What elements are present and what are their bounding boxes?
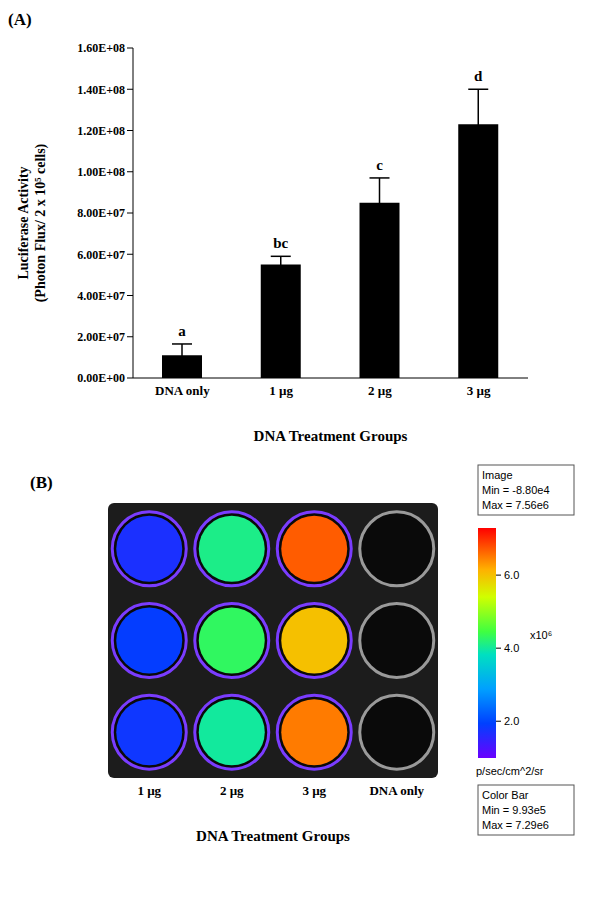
svg-text:4.00E+07: 4.00E+07: [77, 289, 125, 303]
svg-text:6.0: 6.0: [504, 569, 519, 581]
svg-text:1 µg: 1 µg: [137, 783, 161, 798]
svg-text:2 µg: 2 µg: [368, 383, 392, 398]
svg-text:2.0: 2.0: [504, 715, 519, 727]
svg-text:d: d: [474, 68, 483, 84]
svg-text:6.00E+07: 6.00E+07: [77, 248, 125, 262]
svg-text:(Photon Flux/ 2 x 10⁵ cells): (Photon Flux/ 2 x 10⁵ cells): [33, 143, 49, 302]
svg-text:1 µg: 1 µg: [269, 383, 293, 398]
html-text:(B): (B): [30, 473, 53, 492]
svg-text:3 µg: 3 µg: [467, 383, 491, 398]
svg-text:2 µg: 2 µg: [220, 783, 244, 798]
svg-text:1.20E+08: 1.20E+08: [77, 124, 125, 138]
svg-text:Color Bar: Color Bar: [482, 789, 529, 801]
svg-text:p/sec/cm^2/sr: p/sec/cm^2/sr: [476, 765, 544, 777]
svg-text:bc: bc: [273, 235, 288, 251]
svg-text:3 µg: 3 µg: [302, 783, 326, 798]
svg-text:4.0: 4.0: [504, 642, 519, 654]
svg-text:DNA only: DNA only: [155, 383, 210, 398]
svg-text:x10⁶: x10⁶: [530, 629, 552, 641]
svg-text:Max = 7.29e6: Max = 7.29e6: [482, 819, 549, 831]
svg-text:DNA Treatment Groups: DNA Treatment Groups: [254, 428, 408, 444]
svg-text:8.00E+07: 8.00E+07: [77, 206, 125, 220]
svg-text:1.60E+08: 1.60E+08: [77, 41, 125, 55]
svg-text:Max = 7.56e6: Max = 7.56e6: [482, 499, 549, 511]
svg-text:DNA only: DNA only: [369, 783, 424, 798]
svg-text:0.00E+00: 0.00E+00: [77, 371, 125, 385]
svg-text:2.00E+07: 2.00E+07: [77, 330, 125, 344]
svg-text:Min = 9.93e5: Min = 9.93e5: [482, 804, 546, 816]
svg-text:Min = -8.80e4: Min = -8.80e4: [482, 484, 550, 496]
svg-text:c: c: [376, 157, 383, 173]
svg-text:Image: Image: [482, 469, 513, 481]
html-text:(A): (A): [8, 10, 32, 29]
svg-text:a: a: [178, 323, 186, 339]
svg-text:1.40E+08: 1.40E+08: [77, 83, 125, 97]
svg-text:DNA Treatment Groups: DNA Treatment Groups: [196, 828, 350, 844]
svg-text:1.00E+08: 1.00E+08: [77, 165, 125, 179]
svg-text:Luciferase Activity: Luciferase Activity: [16, 166, 31, 279]
